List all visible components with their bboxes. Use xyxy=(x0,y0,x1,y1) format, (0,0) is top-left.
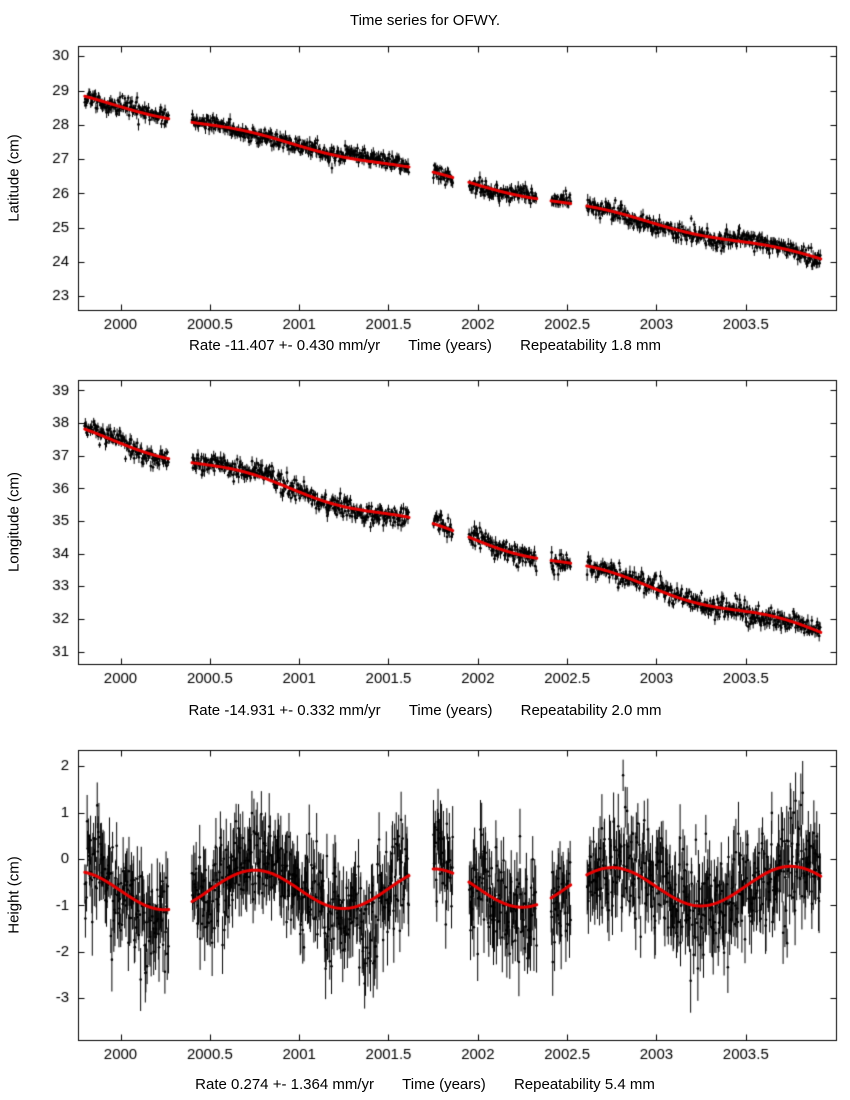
latitude-axis-label: Latitude (cm) xyxy=(5,134,23,222)
longitude-repeatability-label: Repeatability 2.0 mm xyxy=(520,702,662,719)
height-repeatability-label: Repeatability 5.4 mm xyxy=(513,1076,655,1093)
latitude-caption: Rate -11.407 +- 0.430 mm/yr Time (years)… xyxy=(0,337,850,354)
longitude-rate-label: Rate -14.931 +- 0.332 mm/yr xyxy=(188,702,381,719)
longitude-time-axis-title: Time (years) xyxy=(408,702,493,719)
latitude-time-axis-title: Time (years) xyxy=(408,337,492,354)
longitude-axis-label: Longitude (cm) xyxy=(5,471,23,573)
latitude-rate-label: Rate -11.407 +- 0.430 mm/yr xyxy=(189,337,381,354)
longitude-caption: Rate -14.931 +- 0.332 mm/yr Time (years)… xyxy=(0,702,850,719)
figure-title: Time series for OFWY. xyxy=(349,12,501,29)
height-caption: Rate 0.274 +- 1.364 mm/yr Time (years) R… xyxy=(0,1076,850,1093)
height-axis-label: Height (cm) xyxy=(5,856,23,934)
height-time-axis-title: Time (years) xyxy=(402,1076,486,1093)
latitude-repeatability-label: Repeatability 1.8 mm xyxy=(520,337,661,354)
height-rate-label: Rate 0.274 +- 1.364 mm/yr xyxy=(195,1076,374,1093)
